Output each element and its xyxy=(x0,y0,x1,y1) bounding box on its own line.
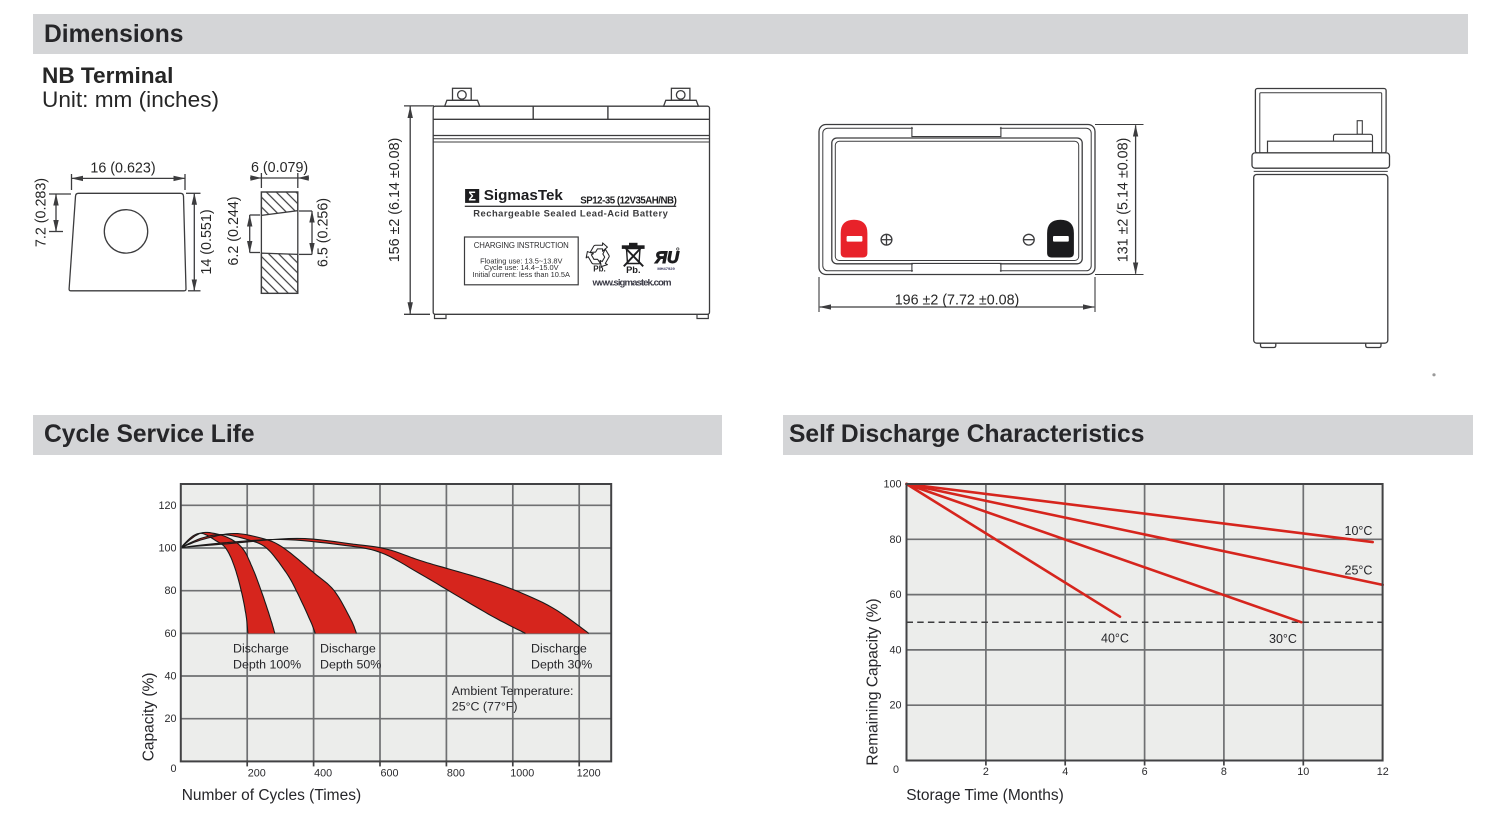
svg-text:25°C: 25°C xyxy=(1345,564,1373,578)
svg-text:Storage Time (Months): Storage Time (Months) xyxy=(906,787,1064,804)
svg-text:0: 0 xyxy=(170,763,176,775)
svg-text:Σ: Σ xyxy=(468,189,476,203)
svg-text:6.2 (0.244): 6.2 (0.244) xyxy=(226,196,242,265)
svg-text:8: 8 xyxy=(1221,766,1227,778)
svg-text:20: 20 xyxy=(164,713,176,725)
svg-text:40°C: 40°C xyxy=(1101,632,1129,646)
svg-text:Capacity (%): Capacity (%) xyxy=(141,673,158,762)
svg-text:1200: 1200 xyxy=(577,767,601,779)
svg-text:SigmasTek: SigmasTek xyxy=(484,187,564,204)
svg-text:40: 40 xyxy=(889,644,901,656)
svg-text:Depth 30%: Depth 30% xyxy=(531,657,592,671)
svg-text:Initial current: less than 10.: Initial current: less than 10.5A xyxy=(473,270,570,279)
svg-text:80: 80 xyxy=(889,534,901,546)
svg-text:156 ±2 (6.14 ±0.08): 156 ±2 (6.14 ±0.08) xyxy=(387,138,403,263)
svg-text:SP12-35 (12V35AH/NB): SP12-35 (12V35AH/NB) xyxy=(580,196,677,207)
svg-text:10°C: 10°C xyxy=(1345,524,1373,538)
svg-text:400: 400 xyxy=(314,767,332,779)
svg-text:20: 20 xyxy=(889,700,901,712)
svg-text:Pb.: Pb. xyxy=(626,265,640,275)
svg-text:800: 800 xyxy=(447,767,465,779)
svg-text:4: 4 xyxy=(1062,766,1068,778)
svg-text:40: 40 xyxy=(164,671,176,683)
svg-text:100: 100 xyxy=(883,479,901,491)
svg-text:196 ±2 (7.72 ±0.08): 196 ±2 (7.72 ±0.08) xyxy=(895,292,1020,308)
svg-text:ЯU: ЯU xyxy=(654,249,680,267)
svg-text:Depth 50%: Depth 50% xyxy=(320,657,381,671)
svg-text:0: 0 xyxy=(893,764,899,776)
svg-text:6 (0.079): 6 (0.079) xyxy=(251,160,308,176)
svg-text:1000: 1000 xyxy=(510,767,534,779)
svg-text:CHARGING INSTRUCTION: CHARGING INSTRUCTION xyxy=(474,241,569,250)
svg-text:6: 6 xyxy=(1142,766,1148,778)
svg-text:Cycle use: 14.4~15.0V: Cycle use: 14.4~15.0V xyxy=(484,263,559,272)
svg-text:100: 100 xyxy=(158,543,176,555)
svg-text:600: 600 xyxy=(380,767,398,779)
svg-text:80: 80 xyxy=(164,585,176,597)
svg-text:Number of Cycles (Times): Number of Cycles (Times) xyxy=(182,787,361,804)
svg-text:Discharge: Discharge xyxy=(531,641,587,655)
svg-text:200: 200 xyxy=(248,767,266,779)
svg-text:Remaining Capacity (%): Remaining Capacity (%) xyxy=(865,598,882,765)
svg-text:131 ±2 (5.14 ±0.08): 131 ±2 (5.14 ±0.08) xyxy=(1115,138,1131,263)
svg-text:10: 10 xyxy=(1297,766,1309,778)
svg-text:MH47929: MH47929 xyxy=(657,266,675,271)
svg-text:7.2 (0.283): 7.2 (0.283) xyxy=(34,178,50,247)
svg-text:120: 120 xyxy=(158,500,176,512)
svg-text:www.sigmastek.com: www.sigmastek.com xyxy=(592,278,672,289)
svg-text:60: 60 xyxy=(164,628,176,640)
svg-text:Pb.: Pb. xyxy=(593,265,605,274)
svg-text:Rechargeable Sealed Lead-Acid: Rechargeable Sealed Lead-Acid Battery xyxy=(473,208,668,219)
svg-text:14 (0.551): 14 (0.551) xyxy=(199,209,215,274)
svg-text:16 (0.623): 16 (0.623) xyxy=(90,161,155,177)
svg-text:6.5 (0.256): 6.5 (0.256) xyxy=(316,198,332,267)
svg-text:Discharge: Discharge xyxy=(233,641,289,655)
svg-text:30°C: 30°C xyxy=(1269,632,1297,646)
svg-text:Depth 100%: Depth 100% xyxy=(233,657,301,671)
svg-text:Floating use: 13.5~13.8V: Floating use: 13.5~13.8V xyxy=(480,257,562,266)
svg-text:Ambient Temperature:: Ambient Temperature: xyxy=(452,684,574,698)
svg-text:25°C (77°F): 25°C (77°F) xyxy=(452,699,518,713)
svg-text:12: 12 xyxy=(1377,766,1389,778)
svg-text:2: 2 xyxy=(983,766,989,778)
svg-text:Discharge: Discharge xyxy=(320,641,376,655)
svg-text:60: 60 xyxy=(889,589,901,601)
